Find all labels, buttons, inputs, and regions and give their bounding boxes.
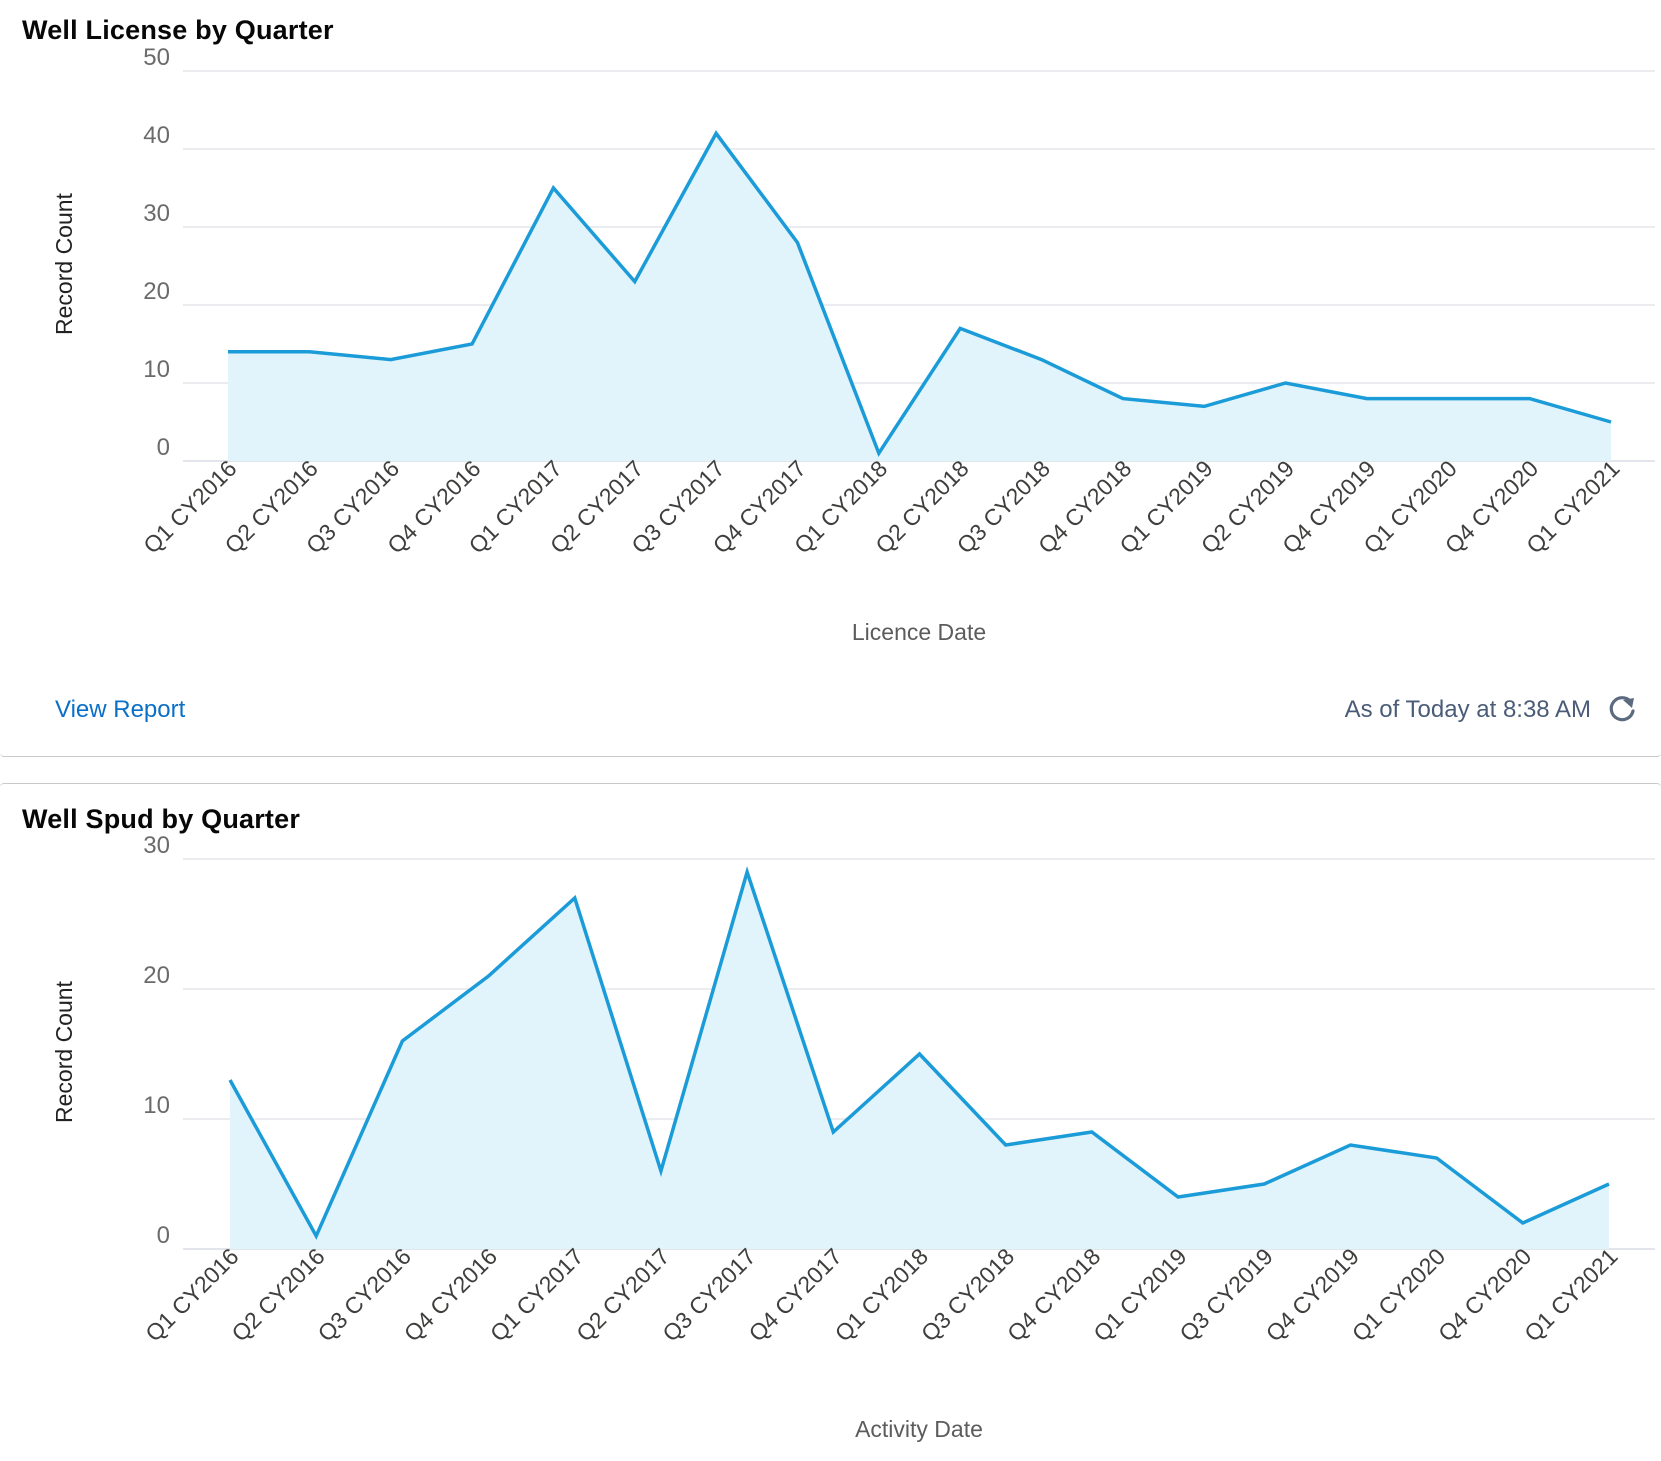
data-point[interactable]: [224, 1074, 236, 1086]
y-tick-label: 50: [143, 44, 170, 71]
data-point[interactable]: [385, 354, 397, 366]
refresh-timestamp: As of Today at 8:38 AM: [1344, 696, 1591, 723]
data-point[interactable]: [629, 276, 641, 288]
data-point[interactable]: [914, 1048, 926, 1060]
data-point[interactable]: [466, 338, 478, 350]
data-point[interactable]: [827, 1126, 839, 1138]
data-point[interactable]: [1036, 354, 1048, 366]
data-point[interactable]: [954, 322, 966, 334]
data-point[interactable]: [791, 237, 803, 249]
series-line: [228, 130, 1612, 458]
chart-title: Well License by Quarter: [22, 15, 334, 45]
y-axis-title: Record Count: [51, 192, 77, 335]
data-point[interactable]: [741, 866, 753, 878]
data-point[interactable]: [655, 1165, 667, 1177]
data-point[interactable]: [1258, 1178, 1270, 1190]
data-point[interactable]: [1280, 377, 1292, 389]
x-axis-title: Licence Date: [852, 619, 986, 645]
series-line: [228, 866, 1610, 1240]
view-report-link[interactable]: View Report: [55, 696, 186, 723]
y-tick-label: 0: [157, 434, 170, 461]
series-area: [228, 133, 1611, 461]
x-tick-label: Q1 CY2021: [1519, 1243, 1622, 1346]
data-point[interactable]: [1086, 1126, 1098, 1138]
data-point[interactable]: [303, 346, 315, 358]
data-point[interactable]: [1605, 416, 1617, 428]
data-point[interactable]: [1517, 1217, 1529, 1229]
x-axis-title: Activity Date: [855, 1416, 983, 1442]
data-point[interactable]: [1172, 1191, 1184, 1203]
data-point[interactable]: [310, 1230, 322, 1242]
y-tick-label: 20: [143, 278, 170, 305]
data-point[interactable]: [1603, 1178, 1615, 1190]
y-tick-label: 0: [157, 1222, 170, 1249]
data-point[interactable]: [1117, 393, 1129, 405]
y-tick-label: 10: [143, 1092, 170, 1119]
y-tick-label: 40: [143, 122, 170, 149]
data-point[interactable]: [483, 970, 495, 982]
series-area: [230, 872, 1609, 1249]
refresh-icon[interactable]: [1605, 692, 1639, 726]
y-tick-label: 30: [143, 832, 170, 859]
data-point[interactable]: [1198, 400, 1210, 412]
data-point[interactable]: [222, 346, 234, 358]
data-point[interactable]: [1000, 1139, 1012, 1151]
data-point[interactable]: [1524, 393, 1536, 405]
y-tick-label: 10: [143, 356, 170, 383]
data-point[interactable]: [1431, 1152, 1443, 1164]
data-point[interactable]: [1344, 1139, 1356, 1151]
data-point[interactable]: [569, 892, 581, 904]
well-spud-card: Well Spud by Quarter 0 10 20 30 Q1 CY2016 Q2 …: [0, 783, 1661, 1460]
data-point[interactable]: [1361, 393, 1373, 405]
data-point[interactable]: [396, 1035, 408, 1047]
chart-title: Well Spud by Quarter: [22, 804, 301, 834]
y-tick-label: 20: [143, 962, 170, 989]
y-tick-label: 30: [143, 200, 170, 227]
data-point[interactable]: [547, 182, 559, 194]
well-license-card: Well License by Quarter 0 10 20 30 40 50 Q1 CY…: [0, 15, 1661, 757]
data-point[interactable]: [710, 127, 722, 139]
data-point[interactable]: [1442, 393, 1454, 405]
y-axis-title: Record Count: [51, 980, 77, 1123]
